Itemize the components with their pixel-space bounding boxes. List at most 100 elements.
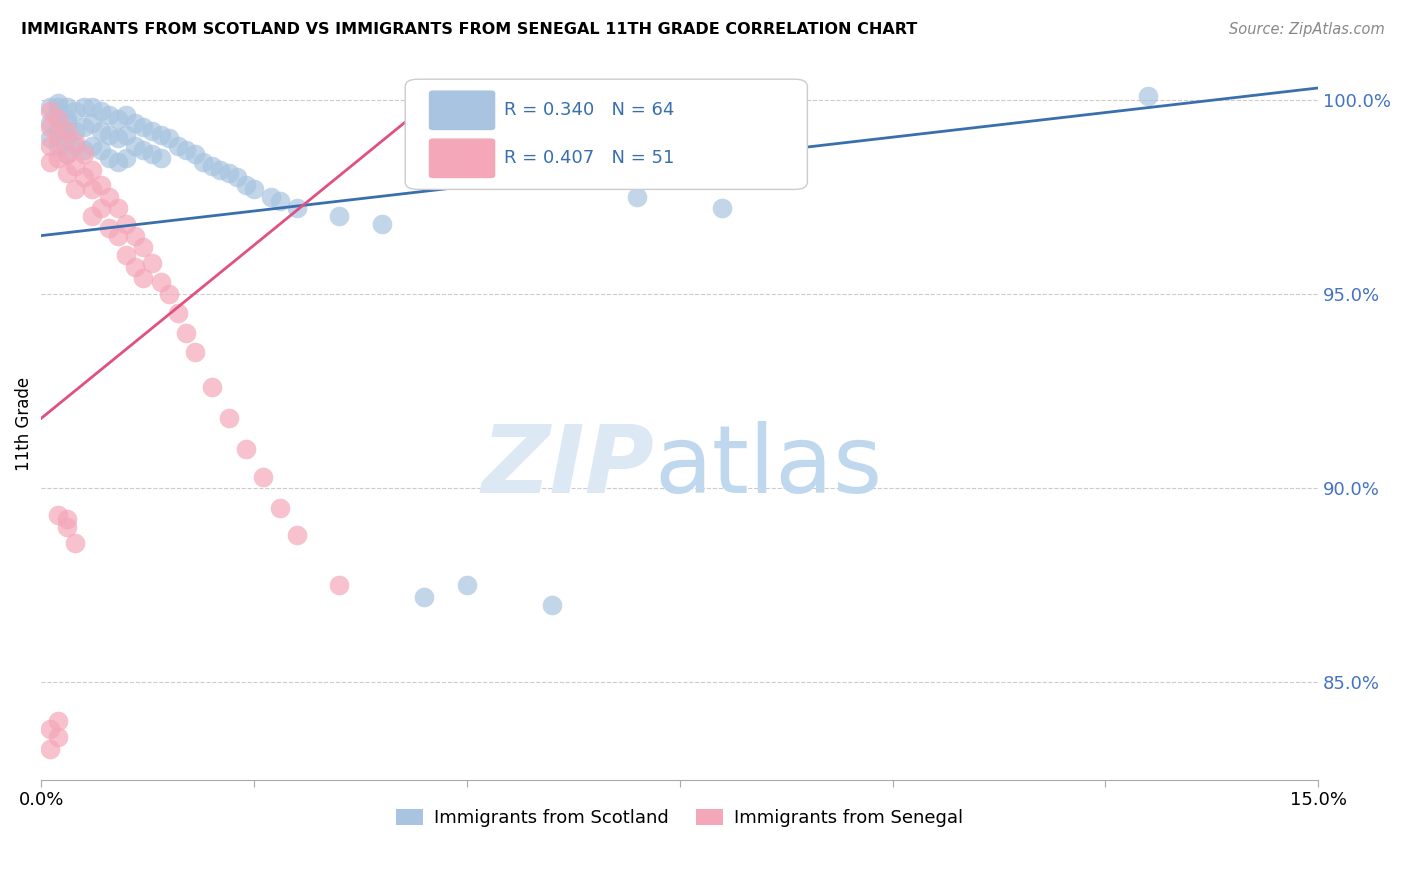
- Point: [174, 326, 197, 340]
- Point: [48, 131, 70, 145]
- Point: [56, 520, 79, 534]
- Point: [48, 151, 70, 165]
- Point: [82, 162, 104, 177]
- Point: [166, 139, 188, 153]
- Point: [48, 96, 70, 111]
- Point: [260, 190, 283, 204]
- Point: [48, 112, 70, 126]
- Point: [56, 124, 79, 138]
- Point: [107, 202, 129, 216]
- Point: [124, 228, 146, 243]
- Point: [48, 714, 70, 729]
- Point: [38, 741, 60, 756]
- Point: [115, 108, 138, 122]
- Point: [38, 120, 60, 134]
- Point: [48, 124, 70, 138]
- Point: [269, 500, 291, 515]
- Point: [132, 120, 155, 134]
- Point: [107, 154, 129, 169]
- Point: [38, 104, 60, 119]
- Point: [38, 131, 60, 145]
- Point: [200, 159, 222, 173]
- Legend: Immigrants from Scotland, Immigrants from Senegal: Immigrants from Scotland, Immigrants fro…: [389, 802, 970, 835]
- Point: [541, 598, 564, 612]
- Point: [98, 151, 121, 165]
- Point: [56, 512, 79, 526]
- Point: [73, 100, 96, 114]
- Point: [132, 143, 155, 157]
- Point: [98, 190, 121, 204]
- Point: [174, 143, 197, 157]
- Point: [73, 147, 96, 161]
- FancyBboxPatch shape: [405, 79, 807, 189]
- Point: [56, 147, 79, 161]
- Point: [90, 104, 112, 119]
- Point: [218, 166, 240, 180]
- Text: ZIP: ZIP: [481, 421, 654, 513]
- Point: [235, 442, 257, 457]
- Point: [141, 256, 163, 270]
- Point: [65, 182, 87, 196]
- Point: [626, 190, 648, 204]
- Point: [166, 306, 188, 320]
- Point: [252, 469, 274, 483]
- Point: [124, 116, 146, 130]
- Point: [235, 178, 257, 193]
- Point: [98, 108, 121, 122]
- Point: [371, 217, 394, 231]
- Point: [90, 178, 112, 193]
- Point: [65, 136, 87, 150]
- Point: [98, 220, 121, 235]
- Point: [65, 124, 87, 138]
- Point: [149, 275, 172, 289]
- Point: [157, 286, 180, 301]
- Point: [107, 131, 129, 145]
- Point: [711, 202, 734, 216]
- Point: [149, 128, 172, 142]
- Point: [73, 170, 96, 185]
- Point: [285, 202, 308, 216]
- Point: [38, 722, 60, 736]
- Point: [269, 194, 291, 208]
- Point: [132, 271, 155, 285]
- Point: [141, 147, 163, 161]
- Point: [243, 182, 266, 196]
- Text: atlas: atlas: [654, 421, 883, 513]
- Point: [132, 240, 155, 254]
- Point: [183, 147, 205, 161]
- Point: [115, 151, 138, 165]
- Point: [456, 578, 478, 592]
- Point: [56, 112, 79, 126]
- Point: [98, 128, 121, 142]
- Point: [73, 120, 96, 134]
- Point: [107, 228, 129, 243]
- Point: [183, 345, 205, 359]
- Point: [82, 182, 104, 196]
- Text: R = 0.407   N = 51: R = 0.407 N = 51: [503, 149, 673, 168]
- Point: [38, 116, 60, 130]
- Point: [285, 528, 308, 542]
- Point: [107, 112, 129, 126]
- Point: [82, 139, 104, 153]
- Point: [115, 217, 138, 231]
- Point: [191, 154, 214, 169]
- Point: [65, 535, 87, 549]
- Point: [65, 139, 87, 153]
- Y-axis label: 11th Grade: 11th Grade: [15, 377, 32, 471]
- Point: [328, 578, 350, 592]
- Point: [48, 730, 70, 744]
- Point: [218, 411, 240, 425]
- Point: [48, 508, 70, 523]
- Point: [226, 170, 249, 185]
- Point: [56, 100, 79, 114]
- Point: [115, 128, 138, 142]
- Point: [115, 248, 138, 262]
- Point: [1136, 88, 1159, 103]
- Point: [90, 202, 112, 216]
- Point: [157, 131, 180, 145]
- Point: [90, 143, 112, 157]
- Point: [56, 131, 79, 145]
- Text: R = 0.340   N = 64: R = 0.340 N = 64: [503, 102, 673, 120]
- Point: [82, 116, 104, 130]
- Point: [124, 260, 146, 274]
